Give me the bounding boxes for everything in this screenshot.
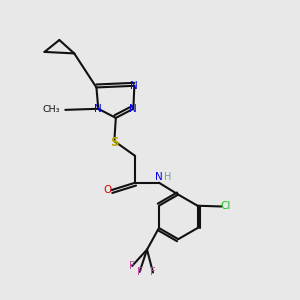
Text: N: N <box>130 104 137 114</box>
Text: Cl: Cl <box>220 201 231 211</box>
Text: F: F <box>129 261 135 271</box>
Text: N: N <box>155 172 163 182</box>
Text: CH₃: CH₃ <box>42 105 60 114</box>
Text: N: N <box>130 81 138 91</box>
Text: S: S <box>110 136 118 149</box>
Text: F: F <box>150 268 156 278</box>
Text: F: F <box>137 267 142 277</box>
Text: O: O <box>104 185 112 195</box>
Text: H: H <box>164 172 172 182</box>
Text: N: N <box>94 104 102 114</box>
